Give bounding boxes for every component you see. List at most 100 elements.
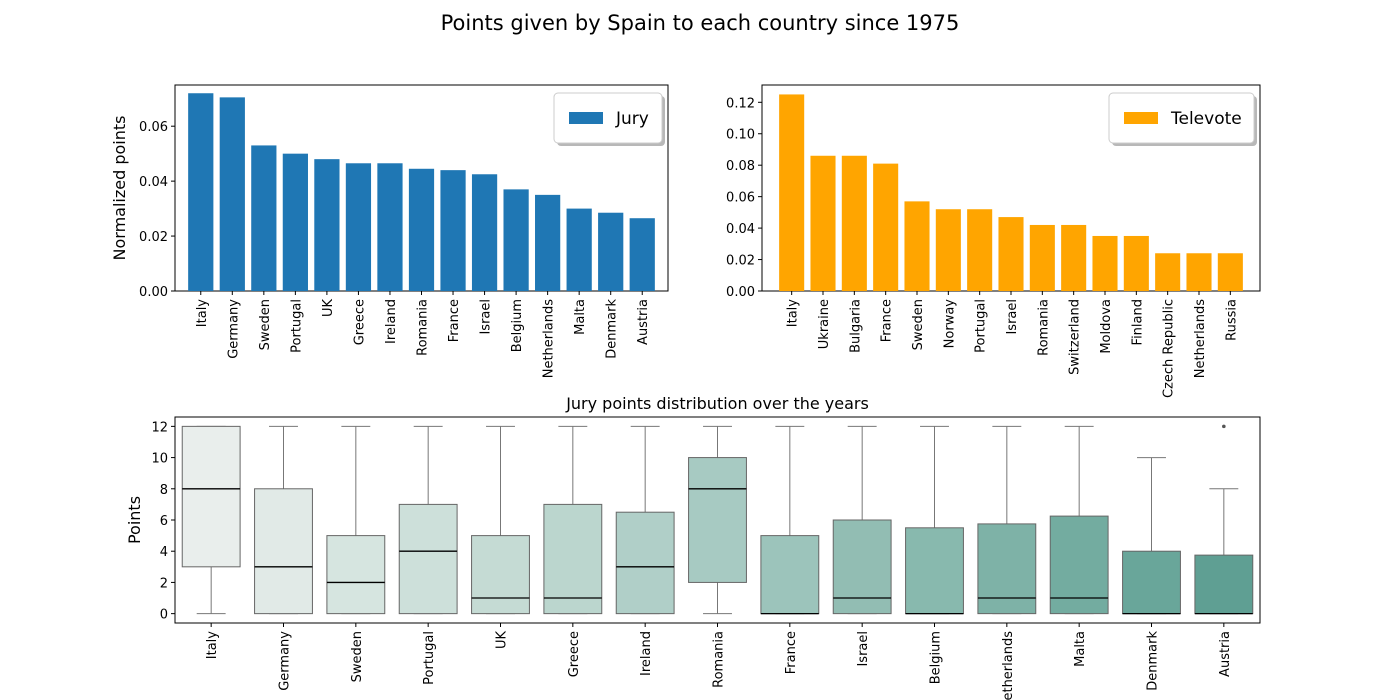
jury-bar-bar [188, 93, 214, 292]
jury-box-xtick-label: Greece [567, 631, 582, 677]
jury-box-xtick-label: Italy [205, 631, 220, 660]
jury-bar-xtick-label: Belgium [510, 299, 525, 352]
jury-box-ytick-label: 6 [160, 514, 168, 529]
televote-bar-xtick-label: Moldova [1099, 299, 1114, 354]
jury-bar-xtick-label: Denmark [605, 299, 620, 359]
jury-bar-ylabel: Normalized points [110, 116, 129, 261]
televote-bar-bar [1186, 253, 1212, 291]
jury-box-ytick-label: 0 [160, 608, 168, 623]
jury-box-xtick-label: UK [495, 631, 510, 650]
jury-bar-legend-swatch [569, 112, 603, 124]
jury-box-box [543, 503, 603, 615]
jury-bar-legend-label: Jury [615, 109, 649, 129]
jury-bar-bar [566, 208, 592, 291]
jury-box-box [905, 527, 964, 615]
televote-bar-legend-swatch [1124, 112, 1158, 124]
televote-bar-ytick-label: 0.06 [726, 191, 755, 206]
jury-box-xtick-label: Netherlands [1001, 631, 1016, 700]
jury-box-xtick-label: France [784, 631, 799, 674]
televote-bar-ytick-label: 0.08 [726, 159, 755, 174]
jury-box-ytick-label: 12 [151, 420, 168, 435]
jury-bar-xtick-label: Italy [195, 299, 210, 328]
jury-box-xtick-label: Sweden [350, 631, 365, 682]
jury-box-box [398, 503, 458, 615]
jury-bar-bar [219, 97, 245, 291]
jury-box-xtick-label: Belgium [929, 631, 944, 684]
televote-bar-bar [779, 94, 805, 291]
jury-box-ytick-label: 10 [151, 452, 168, 467]
jury-box-box [471, 535, 530, 615]
jury-bar-xtick-label: Romania [416, 299, 431, 356]
jury-box-box [254, 488, 313, 615]
televote-bar-ytick-label: 0.12 [726, 96, 755, 111]
jury-bar-xtick-label: Netherlands [542, 299, 557, 378]
jury-box-title: Jury points distribution over the years [565, 394, 869, 413]
televote-bar-bar [841, 155, 867, 291]
jury-bar-ytick-label: 0.06 [139, 120, 168, 135]
jury-bar-bar [535, 194, 561, 291]
jury-bar-ytick-label: 0.00 [139, 285, 168, 300]
jury-boxplot-chart: 0 2 4 6 8 10 12 Points Jury points distribution … [125, 394, 1261, 700]
jury-box-xtick-label: Malta [1073, 631, 1088, 667]
televote-bar-bar [967, 209, 993, 291]
jury-box-ytick-label: 2 [160, 576, 168, 591]
televote-bar-bar [1029, 224, 1055, 291]
televote-bar-bar [1123, 235, 1149, 291]
televote-bar-xtick-label: Israel [1005, 299, 1020, 335]
jury-bar-chart: 0.00 0.02 0.04 0.06 Normalized points Italy Ge… [110, 84, 669, 378]
televote-bar-chart: 0.00 0.02 0.04 0.06 0.08 0.10 0.12 Italy Ukraine… [726, 84, 1261, 398]
televote-bar-xtick-label: Italy [786, 299, 801, 328]
jury-bar-bar [377, 163, 403, 291]
televote-bar-ytick-label: 0.04 [726, 222, 755, 237]
jury-bar-xtick-label: Germany [226, 299, 241, 359]
jury-bar-bar [282, 153, 308, 291]
televote-bar-legend-label: Televote [1170, 109, 1242, 129]
jury-bar-bar [503, 189, 529, 291]
jury-bar-xtick-label: Greece [352, 299, 367, 345]
jury-box-xtick-label: Israel [856, 631, 871, 667]
jury-bar-xtick-label: Israel [479, 299, 494, 335]
jury-box-box [688, 457, 747, 583]
televote-bar-bar [904, 201, 930, 291]
televote-bar-bar [1092, 235, 1118, 291]
jury-bar-bar [345, 163, 372, 291]
jury-bar-bar [440, 170, 466, 291]
televote-bar-ytick-label: 0.10 [726, 128, 755, 143]
jury-box-xtick-label: Portugal [422, 631, 437, 685]
jury-box-box [615, 511, 675, 615]
televote-bar-xtick-label: Sweden [911, 299, 926, 350]
jury-bar-xtick-label: Austria [636, 299, 651, 345]
jury-bar-xtick-label: Portugal [289, 299, 304, 353]
jury-box-ytick-label: 4 [160, 545, 168, 560]
televote-bar-xtick-label: Portugal [974, 299, 989, 353]
jury-box-box [760, 535, 820, 615]
televote-bar-bar [810, 155, 836, 291]
televote-bar-bar [1217, 253, 1243, 291]
jury-box-xtick-label: Austria [1218, 631, 1233, 677]
jury-box-box [326, 535, 386, 615]
jury-box-box [1194, 554, 1254, 615]
jury-box-box [832, 519, 892, 615]
jury-box-xtick-label: Germany [278, 631, 293, 691]
televote-bar-xtick-label: Finland [1130, 299, 1145, 345]
jury-bar-bar [471, 174, 498, 291]
televote-bar-bar [998, 217, 1024, 291]
televote-bar-bar [873, 163, 899, 291]
televote-bar-ytick-label: 0.00 [726, 285, 755, 300]
jury-bar-bar [408, 168, 435, 291]
jury-box-ylabel: Points [125, 496, 144, 544]
figure-suptitle: Points given by Spain to each country si… [441, 11, 960, 35]
televote-bar-bar [1061, 224, 1087, 291]
jury-bar-xtick-label: France [447, 299, 462, 342]
jury-bar-legend-box [553, 92, 663, 144]
jury-box-ytick-label: 8 [160, 483, 168, 498]
televote-bar-xtick-label: France [880, 299, 895, 342]
jury-box-box [1049, 515, 1109, 615]
jury-bar-ytick-label: 0.02 [139, 230, 168, 245]
jury-box-xtick-label: Ireland [639, 631, 654, 676]
televote-bar-legend-box [1108, 92, 1255, 144]
televote-bar-bar [935, 209, 961, 291]
televote-bar-xtick-label: Ukraine [817, 299, 832, 349]
jury-bar-xtick-label: Ireland [384, 299, 399, 344]
